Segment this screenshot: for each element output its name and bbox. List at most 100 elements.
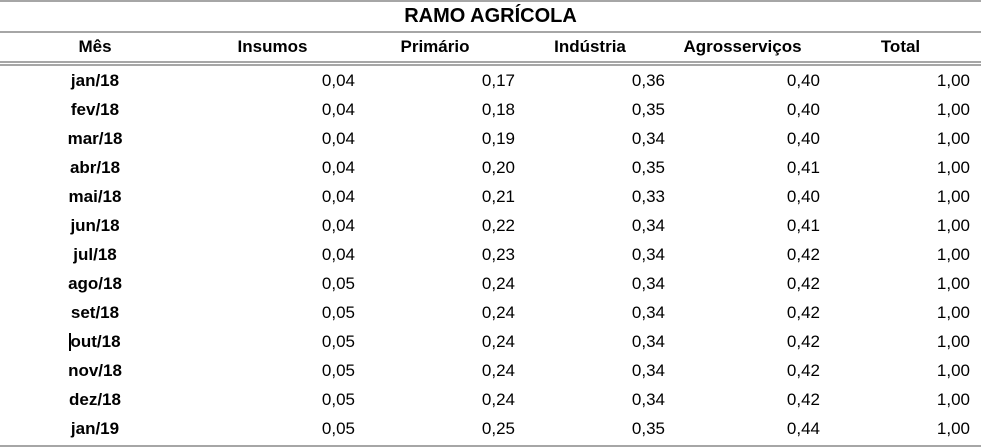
value-cell[interactable]: 0,42 bbox=[786, 244, 820, 264]
table-row: fev/18 0,04 0,18 0,35 0,40 1,00 bbox=[0, 95, 981, 124]
value-cell[interactable]: 0,34 bbox=[631, 331, 665, 351]
value-cell[interactable]: 0,04 bbox=[321, 70, 355, 90]
value-cell[interactable]: 0,20 bbox=[481, 157, 515, 177]
value-cell[interactable]: 0,04 bbox=[321, 157, 355, 177]
data-table: Mês Insumos Primário Indústria Agrosserv… bbox=[0, 33, 981, 443]
value-cell[interactable]: 0,24 bbox=[481, 360, 515, 380]
table-row: nov/18 0,05 0,24 0,34 0,42 1,00 bbox=[0, 356, 981, 385]
value-cell[interactable]: 0,17 bbox=[481, 70, 515, 90]
value-cell[interactable]: 0,35 bbox=[631, 157, 665, 177]
table-row: jun/18 0,04 0,22 0,34 0,41 1,00 bbox=[0, 211, 981, 240]
value-cell[interactable]: 0,24 bbox=[481, 331, 515, 351]
value-cell[interactable]: 1,00 bbox=[936, 186, 970, 206]
value-cell[interactable]: 0,23 bbox=[481, 244, 515, 264]
month-cell[interactable]: ago/18 bbox=[0, 269, 190, 298]
month-label: jan/19 bbox=[70, 418, 120, 438]
value-cell[interactable]: 1,00 bbox=[936, 273, 970, 293]
value-cell[interactable]: 0,22 bbox=[481, 215, 515, 235]
table-header: Mês Insumos Primário Indústria Agrosserv… bbox=[0, 33, 981, 66]
value-cell[interactable]: 1,00 bbox=[936, 244, 970, 264]
table-row: abr/18 0,04 0,20 0,35 0,41 1,00 bbox=[0, 153, 981, 182]
column-header-primario: Primário bbox=[355, 33, 515, 66]
value-cell[interactable]: 0,21 bbox=[481, 186, 515, 206]
value-cell[interactable]: 0,04 bbox=[321, 99, 355, 119]
value-cell[interactable]: 0,34 bbox=[631, 128, 665, 148]
column-header-agrosservicos: Agrosserviços bbox=[665, 33, 820, 66]
value-cell[interactable]: 0,42 bbox=[786, 331, 820, 351]
value-cell[interactable]: 0,34 bbox=[631, 302, 665, 322]
value-cell[interactable]: 0,04 bbox=[321, 186, 355, 206]
column-header-mes: Mês bbox=[0, 33, 190, 66]
month-cell[interactable]: nov/18 bbox=[0, 356, 190, 385]
month-cell[interactable]: jan/19 bbox=[0, 414, 190, 443]
value-cell[interactable]: 0,05 bbox=[321, 360, 355, 380]
value-cell[interactable]: 0,25 bbox=[481, 418, 515, 438]
value-cell[interactable]: 0,24 bbox=[481, 273, 515, 293]
value-cell[interactable]: 0,34 bbox=[631, 273, 665, 293]
table-body: jan/18 0,04 0,17 0,36 0,40 1,00 fev/18 0,04 0,18… bbox=[0, 64, 981, 444]
value-cell[interactable]: 1,00 bbox=[936, 331, 970, 351]
value-cell[interactable]: 1,00 bbox=[936, 418, 970, 438]
value-cell[interactable]: 1,00 bbox=[936, 157, 970, 177]
value-cell[interactable]: 0,35 bbox=[631, 418, 665, 438]
month-label: jun/18 bbox=[70, 215, 120, 235]
table-row: jul/18 0,04 0,23 0,34 0,42 1,00 bbox=[0, 240, 981, 269]
value-cell[interactable]: 1,00 bbox=[936, 128, 970, 148]
value-cell[interactable]: 0,42 bbox=[786, 389, 820, 409]
month-label: out/18 bbox=[70, 331, 121, 351]
value-cell[interactable]: 0,42 bbox=[786, 360, 820, 380]
value-cell[interactable]: 0,05 bbox=[321, 273, 355, 293]
month-cell[interactable]: abr/18 bbox=[0, 153, 190, 182]
value-cell[interactable]: 0,41 bbox=[786, 157, 820, 177]
value-cell[interactable]: 0,40 bbox=[786, 186, 820, 206]
value-cell[interactable]: 0,19 bbox=[481, 128, 515, 148]
month-cell[interactable]: fev/18 bbox=[0, 95, 190, 124]
value-cell[interactable]: 0,24 bbox=[481, 389, 515, 409]
value-cell[interactable]: 0,34 bbox=[631, 389, 665, 409]
value-cell[interactable]: 0,04 bbox=[321, 244, 355, 264]
value-cell[interactable]: 0,04 bbox=[321, 128, 355, 148]
month-label: fev/18 bbox=[70, 99, 120, 119]
value-cell[interactable]: 0,05 bbox=[321, 389, 355, 409]
value-cell[interactable]: 0,04 bbox=[321, 215, 355, 235]
month-cell[interactable]: jan/18 bbox=[0, 64, 190, 96]
month-cell[interactable]: out/18 bbox=[0, 327, 190, 356]
month-cell[interactable]: jun/18 bbox=[0, 211, 190, 240]
value-cell[interactable]: 0,05 bbox=[321, 302, 355, 322]
value-cell[interactable]: 1,00 bbox=[936, 302, 970, 322]
month-label: abr/18 bbox=[69, 157, 121, 177]
value-cell[interactable]: 0,33 bbox=[631, 186, 665, 206]
month-cell[interactable]: mar/18 bbox=[0, 124, 190, 153]
value-cell[interactable]: 0,34 bbox=[631, 360, 665, 380]
value-cell[interactable]: 1,00 bbox=[936, 99, 970, 119]
value-cell[interactable]: 0,40 bbox=[786, 99, 820, 119]
value-cell[interactable]: 0,42 bbox=[786, 273, 820, 293]
value-cell[interactable]: 1,00 bbox=[936, 389, 970, 409]
value-cell[interactable]: 0,24 bbox=[481, 302, 515, 322]
value-cell[interactable]: 0,34 bbox=[631, 244, 665, 264]
month-label: mai/18 bbox=[68, 186, 122, 206]
value-cell[interactable]: 0,05 bbox=[321, 418, 355, 438]
value-cell[interactable]: 0,05 bbox=[321, 331, 355, 351]
value-cell[interactable]: 1,00 bbox=[936, 70, 970, 90]
value-cell[interactable]: 0,42 bbox=[786, 302, 820, 322]
table-row: set/18 0,05 0,24 0,34 0,42 1,00 bbox=[0, 298, 981, 327]
month-cell[interactable]: set/18 bbox=[0, 298, 190, 327]
value-cell[interactable]: 0,34 bbox=[631, 215, 665, 235]
value-cell[interactable]: 0,35 bbox=[631, 99, 665, 119]
value-cell[interactable]: 0,40 bbox=[786, 128, 820, 148]
month-cell[interactable]: mai/18 bbox=[0, 182, 190, 211]
value-cell[interactable]: 0,18 bbox=[481, 99, 515, 119]
month-cell[interactable]: dez/18 bbox=[0, 385, 190, 414]
value-cell[interactable]: 0,41 bbox=[786, 215, 820, 235]
column-header-insumos: Insumos bbox=[190, 33, 355, 66]
value-cell[interactable]: 0,36 bbox=[631, 70, 665, 90]
table-row: ago/18 0,05 0,24 0,34 0,42 1,00 bbox=[0, 269, 981, 298]
month-label: mar/18 bbox=[67, 128, 123, 148]
value-cell[interactable]: 0,40 bbox=[786, 70, 820, 90]
value-cell[interactable]: 1,00 bbox=[936, 215, 970, 235]
value-cell[interactable]: 1,00 bbox=[936, 360, 970, 380]
month-cell[interactable]: jul/18 bbox=[0, 240, 190, 269]
value-cell[interactable]: 0,44 bbox=[786, 418, 820, 438]
